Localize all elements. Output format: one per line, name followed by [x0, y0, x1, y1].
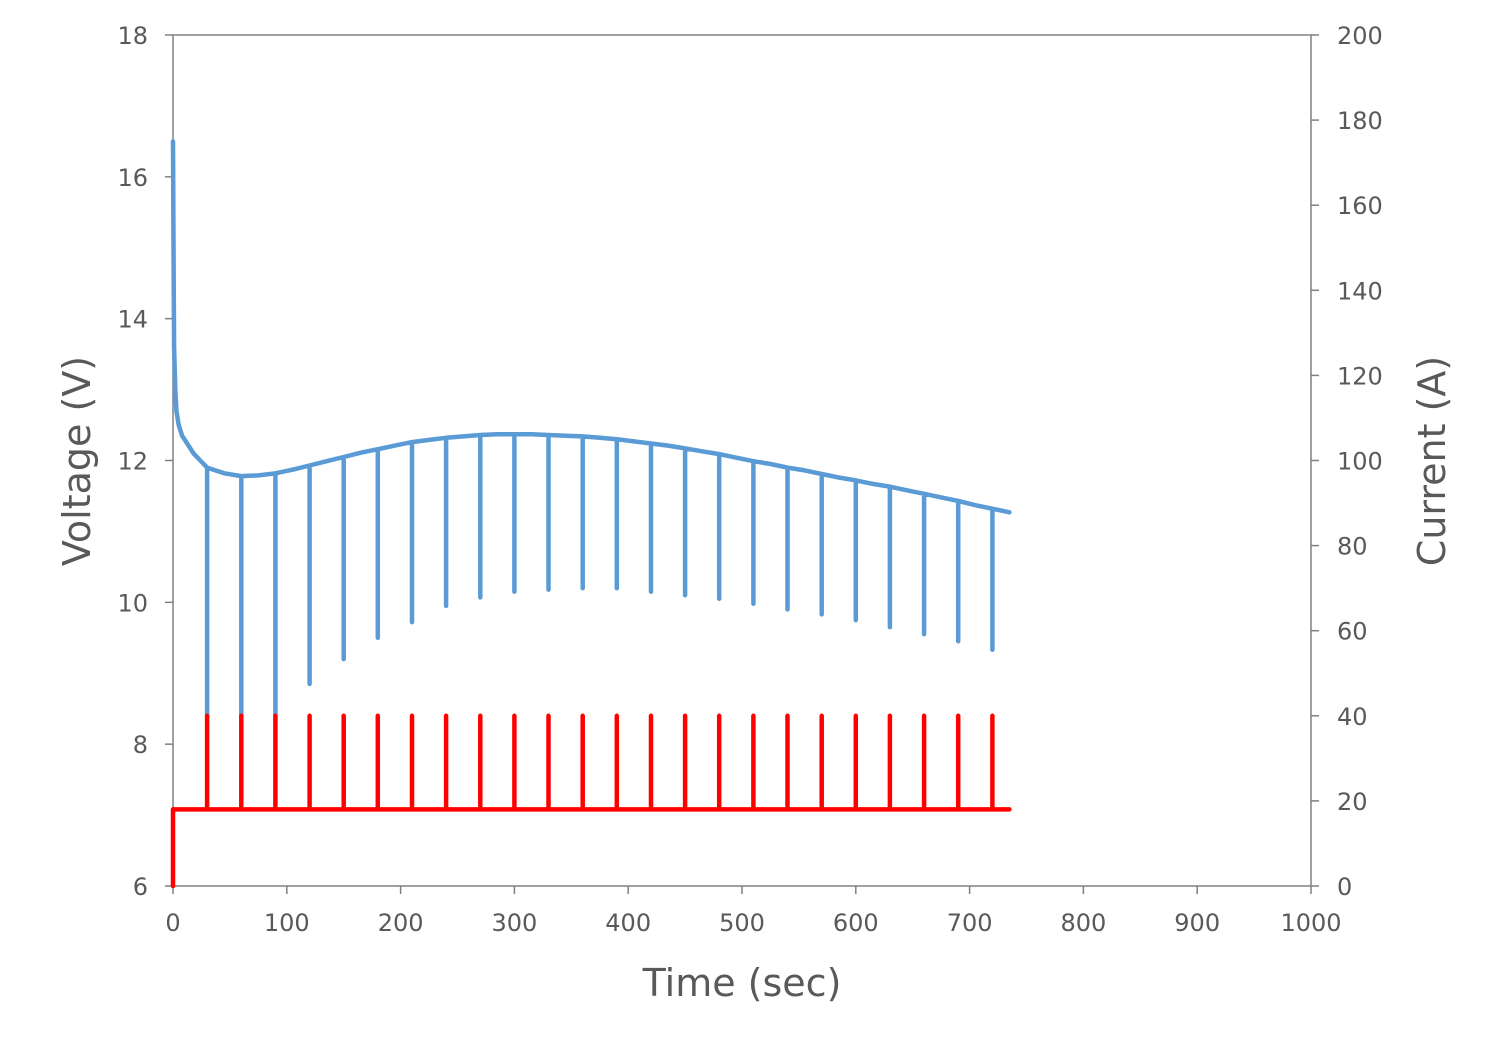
y2-tick-label: 140	[1337, 277, 1383, 305]
y2-tick-label: 60	[1337, 618, 1368, 646]
x-tick-label: 700	[947, 909, 993, 937]
x-tick-label: 600	[833, 909, 879, 937]
series-layer	[170, 139, 1012, 889]
y2-tick-label: 200	[1337, 22, 1383, 50]
y2-tick-label: 160	[1337, 192, 1383, 220]
y-tick-label: 16	[117, 164, 148, 192]
y-tick-label: 10	[117, 589, 148, 617]
y2-tick-label: 0	[1337, 873, 1352, 901]
y-tick-label: 12	[117, 448, 148, 476]
y-tick-label: 18	[117, 22, 148, 50]
x-tick-label: 200	[378, 909, 424, 937]
current-series-line	[170, 713, 1012, 889]
x-tick-label: 400	[605, 909, 651, 937]
x-tick-label: 900	[1174, 909, 1220, 937]
y2-tick-label: 80	[1337, 533, 1368, 561]
x-axis-ticks: 0 100 200 300 400 500 600 700 800 900 1000	[165, 886, 1342, 937]
y-axis-title: Voltage (V)	[55, 356, 99, 566]
y-tick-label: 14	[117, 306, 148, 334]
x-tick-label: 500	[719, 909, 765, 937]
y2-tick-label: 180	[1337, 107, 1383, 135]
y2-tick-label: 20	[1337, 788, 1368, 816]
y2-tick-label: 120	[1337, 362, 1383, 390]
x-tick-label: 300	[491, 909, 537, 937]
y-axis-ticks: 6 8 10 12 14 16 18	[117, 22, 173, 901]
y-tick-label: 8	[133, 731, 148, 759]
x-tick-label: 800	[1060, 909, 1106, 937]
x-tick-label: 0	[165, 909, 180, 937]
y2-tick-label: 40	[1337, 703, 1368, 731]
x-tick-label: 100	[264, 909, 310, 937]
y2-axis-title: Current (A)	[1410, 356, 1454, 566]
y2-axis-ticks: 0 20 40 60 80 100 120 140 160 180 200	[1311, 22, 1383, 901]
voltage-series-line	[170, 139, 1012, 719]
x-axis-title: Time (sec)	[642, 961, 842, 1005]
y-tick-label: 6	[133, 873, 148, 901]
y2-tick-label: 100	[1337, 448, 1383, 476]
x-tick-label: 1000	[1280, 909, 1341, 937]
